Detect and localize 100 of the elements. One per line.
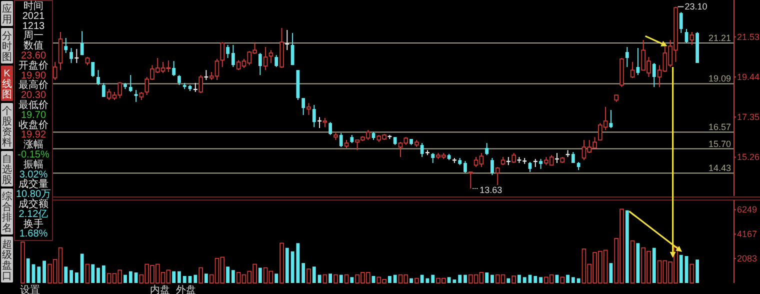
bar bbox=[696, 260, 699, 283]
candlestick bbox=[490, 157, 494, 176]
candlestick bbox=[328, 122, 332, 136]
bar bbox=[431, 274, 435, 283]
text: 内盘 bbox=[150, 284, 170, 294]
candlestick bbox=[226, 44, 230, 58]
annotation: 周一 bbox=[24, 30, 44, 42]
bar bbox=[322, 274, 328, 284]
bar bbox=[274, 274, 278, 283]
candlestick bbox=[268, 50, 274, 64]
ref-line-label: 19.09 bbox=[708, 74, 731, 84]
candlestick bbox=[280, 28, 284, 68]
candlestick bbox=[630, 62, 635, 78]
y-tick-label: 6249 bbox=[737, 204, 758, 215]
annotation: 最高价 bbox=[18, 79, 48, 92]
candlestick bbox=[312, 104, 316, 128]
annotation: 涨幅 bbox=[24, 138, 44, 151]
bar bbox=[198, 267, 203, 284]
bar bbox=[42, 260, 46, 283]
annotation: 成交额 bbox=[18, 198, 48, 210]
bar bbox=[485, 272, 489, 283]
bar bbox=[388, 276, 392, 283]
bar bbox=[636, 243, 640, 283]
candlestick bbox=[231, 44, 235, 68]
ref-line-label: 14.43 bbox=[708, 163, 731, 174]
candlestick bbox=[306, 102, 311, 116]
bar bbox=[296, 243, 300, 283]
y-tick-label: 4167 bbox=[737, 229, 758, 240]
bar bbox=[690, 264, 694, 284]
bar bbox=[447, 277, 451, 283]
annotation: 2021 bbox=[22, 10, 46, 22]
candlestick bbox=[571, 152, 575, 164]
bar bbox=[334, 274, 338, 284]
candlestick bbox=[636, 47, 640, 76]
bar bbox=[26, 258, 30, 283]
ref-line-label: 15.70 bbox=[708, 138, 731, 149]
candlestick bbox=[539, 158, 542, 170]
bar bbox=[91, 264, 95, 283]
bar bbox=[74, 272, 78, 283]
annotation: 数值 bbox=[24, 40, 44, 52]
candlestick bbox=[64, 38, 68, 54]
bar bbox=[420, 274, 424, 283]
bar bbox=[258, 268, 262, 283]
bar bbox=[85, 264, 90, 284]
y-tick-label: 17.35 bbox=[737, 112, 760, 122]
bar bbox=[566, 274, 570, 283]
bar bbox=[172, 271, 176, 283]
bar bbox=[70, 270, 73, 283]
candlestick bbox=[274, 54, 278, 68]
candlestick bbox=[70, 47, 73, 64]
bar bbox=[560, 276, 565, 284]
bar bbox=[410, 278, 413, 283]
bar bbox=[280, 242, 284, 284]
candlestick bbox=[172, 60, 176, 77]
bar bbox=[96, 268, 100, 283]
annotation: 收盘价 bbox=[18, 118, 48, 131]
bar bbox=[328, 274, 332, 283]
bar bbox=[458, 274, 462, 283]
bar bbox=[652, 248, 656, 283]
candlestick bbox=[339, 132, 343, 148]
annotation: 振幅 bbox=[24, 158, 44, 170]
bar bbox=[679, 254, 683, 283]
annotation: 开盘价 bbox=[18, 59, 48, 72]
bar bbox=[490, 274, 494, 283]
candlestick bbox=[679, 12, 683, 34]
bar bbox=[306, 268, 311, 284]
annotation: 2.12亿 bbox=[18, 208, 48, 220]
candlestick bbox=[263, 46, 268, 71]
candlestick bbox=[652, 62, 656, 88]
candlestick bbox=[134, 90, 138, 102]
annotation: 13.63 bbox=[480, 185, 502, 196]
text: K线图 bbox=[2, 68, 12, 100]
candlestick bbox=[258, 52, 262, 76]
annotation: 时间 bbox=[24, 0, 44, 12]
bar bbox=[393, 274, 397, 283]
candlestick bbox=[495, 166, 500, 186]
bar bbox=[64, 266, 68, 283]
y-tick-label: 2083 bbox=[737, 254, 758, 264]
bar bbox=[512, 276, 516, 284]
annotation: 19.70 bbox=[20, 110, 46, 121]
candlestick bbox=[102, 82, 106, 98]
bar bbox=[182, 276, 186, 283]
bar bbox=[506, 278, 510, 283]
candlestick bbox=[91, 62, 95, 78]
bar bbox=[350, 277, 354, 283]
bar bbox=[302, 263, 306, 283]
bar bbox=[344, 274, 349, 284]
bar bbox=[178, 271, 181, 283]
bar bbox=[231, 270, 235, 283]
candlestick bbox=[302, 98, 306, 116]
annotation: 20.30 bbox=[20, 90, 46, 102]
bar bbox=[625, 210, 629, 283]
bar bbox=[522, 277, 526, 283]
bar bbox=[20, 242, 25, 284]
bar bbox=[518, 274, 521, 283]
candlestick bbox=[690, 32, 694, 46]
bar bbox=[285, 248, 289, 283]
candlestick bbox=[128, 74, 132, 92]
bar bbox=[128, 271, 132, 283]
bar bbox=[576, 278, 580, 283]
